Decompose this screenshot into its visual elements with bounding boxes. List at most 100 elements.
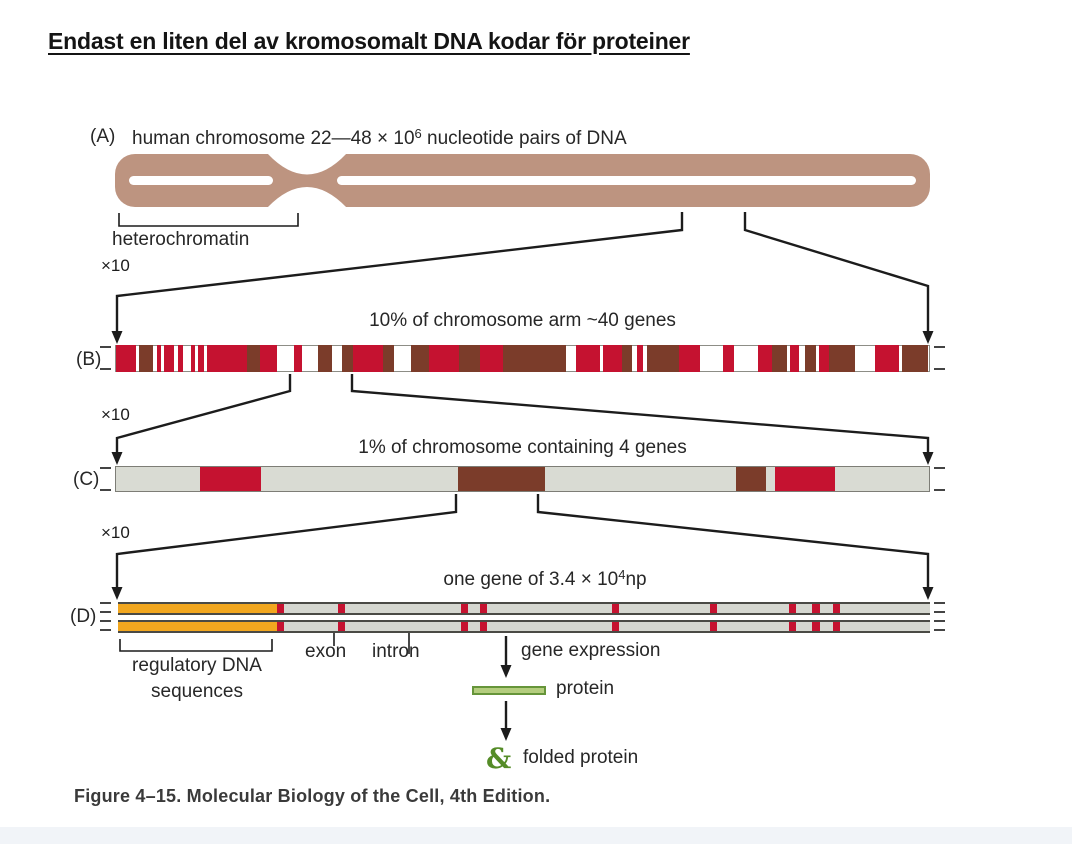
x10-label-1: ×10 — [101, 256, 130, 275]
brown-segment — [246, 345, 260, 372]
folded-protein-label: folded protein — [523, 747, 639, 768]
panel-a-label: (A) — [90, 126, 116, 147]
red-segment — [293, 345, 303, 372]
brown-segment — [317, 345, 333, 372]
exon-mark — [788, 622, 796, 631]
centromere-notch-bottom — [268, 187, 346, 207]
red-segment — [156, 345, 161, 372]
red-segment — [163, 345, 174, 372]
chromosome-arm-bar — [115, 345, 930, 372]
folded-protein-icon: & — [486, 742, 512, 775]
chromatid-gap-left — [129, 176, 273, 185]
exon-mark — [611, 622, 619, 631]
red-segment — [177, 345, 183, 372]
panel-d-title-text: one gene of 3.4 × 10 — [443, 569, 619, 590]
red-segment — [480, 345, 504, 372]
panel-a-title-suffix: nucleotide pairs of DNA — [421, 128, 627, 149]
red-segment — [758, 345, 773, 372]
exon-mark — [277, 622, 285, 631]
bottom-strip — [0, 827, 1072, 844]
panel-d-title-suffix: np — [625, 569, 647, 590]
dna-strand-bottom — [118, 620, 930, 633]
red-segment — [790, 345, 800, 372]
red-segment — [353, 345, 384, 372]
exon-mark — [832, 622, 840, 631]
heterochromatin-label: heterochromatin — [112, 229, 250, 250]
protein-label: protein — [556, 678, 615, 699]
red-segment — [602, 345, 622, 372]
exon-mark — [788, 604, 796, 613]
exon-mark — [812, 604, 820, 613]
red-segment — [206, 345, 247, 372]
red-segment — [429, 345, 460, 372]
red-segment — [190, 345, 195, 372]
exon-mark — [812, 622, 820, 631]
chromosome-illustration — [115, 154, 930, 207]
x10-label-3: ×10 — [101, 523, 130, 542]
regulatory-bracket — [119, 639, 273, 652]
red-segment — [678, 345, 700, 372]
panel-b-label: (B) — [76, 349, 102, 370]
gene-expression-label: gene expression — [521, 640, 661, 661]
brown-segment — [829, 345, 856, 372]
red-segment — [259, 345, 277, 372]
protein-bar — [472, 686, 546, 695]
exon-mark — [709, 622, 718, 631]
brown-segment — [503, 345, 566, 372]
red-segment — [575, 345, 600, 372]
chromosome-region-bar — [115, 466, 930, 492]
red-segment — [875, 345, 899, 372]
exon-mark — [480, 622, 488, 631]
brown-segment — [621, 345, 632, 372]
brown-segment — [646, 345, 679, 372]
red-segment — [774, 467, 836, 491]
figure-caption: Figure 4–15. Molecular Biology of the Ce… — [74, 786, 551, 806]
panel-b-title: 10% of chromosome arm ~40 genes — [369, 310, 676, 331]
panel-a-title: human chromosome 22—48 × 106 nucleotide … — [132, 126, 627, 150]
brown-segment — [736, 467, 766, 491]
red-segment — [116, 345, 136, 372]
panel-d-label: (D) — [70, 606, 97, 627]
regulatory-region — [118, 604, 278, 613]
exon-mark — [277, 604, 285, 613]
centromere-notch-top — [268, 154, 346, 175]
brown-segment — [458, 467, 546, 491]
exon-mark — [611, 604, 619, 613]
chromatid-gap-right — [337, 176, 916, 185]
red-segment — [819, 345, 830, 372]
regulatory-label-line1: regulatory DNA — [132, 655, 262, 676]
panel-d-title: one gene of 3.4 × 104np — [125, 567, 965, 591]
exon-mark — [460, 622, 468, 631]
exon-label: exon — [305, 641, 347, 662]
gene-dna-bar — [118, 602, 930, 633]
red-segment — [636, 345, 643, 372]
dna-strand-top — [118, 602, 930, 615]
panel-c-title: 1% of chromosome containing 4 genes — [358, 437, 687, 458]
intron-label: intron — [372, 641, 420, 662]
brown-segment — [902, 345, 928, 372]
exon-mark — [338, 622, 346, 631]
brown-segment — [459, 345, 481, 372]
exon-mark — [338, 604, 346, 613]
brown-segment — [772, 345, 788, 372]
brown-segment — [138, 345, 153, 372]
x10-label-2: ×10 — [101, 405, 130, 424]
panel-c-label: (C) — [73, 469, 100, 490]
panel-a-title-exponent: 6 — [414, 126, 422, 141]
page-title: Endast en liten del av kromosomalt DNA k… — [48, 28, 690, 54]
exon-mark — [480, 604, 488, 613]
panel-a-title-text: human chromosome 22—48 × 10 — [132, 128, 415, 149]
exon-mark — [709, 604, 718, 613]
regulatory-label-line2: sequences — [151, 681, 243, 702]
arrowheads — [111, 331, 934, 741]
brown-segment — [805, 345, 817, 372]
brown-segment — [383, 345, 395, 372]
heterochromatin-bracket — [118, 213, 299, 227]
red-segment — [199, 467, 261, 491]
red-segment — [723, 345, 735, 372]
exon-mark — [832, 604, 840, 613]
regulatory-region — [118, 622, 278, 631]
brown-segment — [342, 345, 354, 372]
exon-mark — [460, 604, 468, 613]
